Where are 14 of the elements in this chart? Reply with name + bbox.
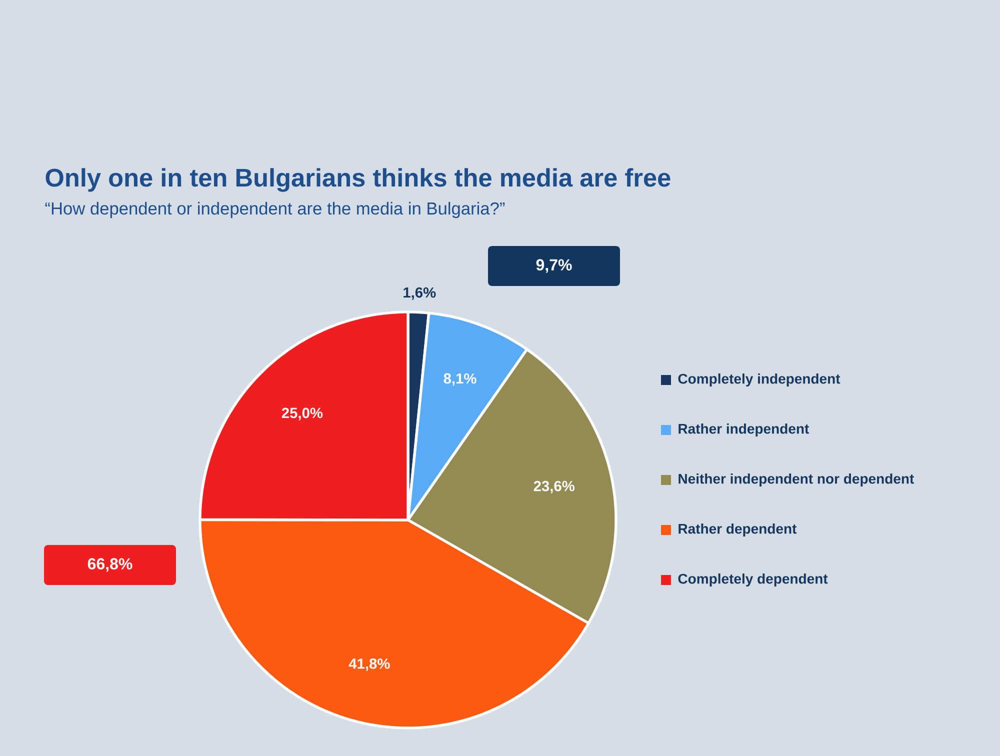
data-label: 23,6% bbox=[534, 480, 575, 494]
text: 66,8% bbox=[88, 558, 132, 572]
chart-subtitle: “How dependent or independent are the media in Bulgaria?” bbox=[45, 202, 505, 218]
legend-label: Rather dependent bbox=[678, 523, 797, 537]
data-label: 41,8% bbox=[348, 658, 390, 671]
data-label: 25,0% bbox=[282, 408, 323, 420]
legend-label: Completely dependent bbox=[678, 573, 828, 587]
text: 9,7% bbox=[536, 259, 572, 273]
chart-title: Only one in ten Bulgarians thinks the media are free bbox=[46, 168, 670, 192]
data-label: 1,6% bbox=[404, 287, 436, 300]
legend-label: Completely independent bbox=[678, 373, 840, 387]
legend-label: Rather independent bbox=[678, 423, 809, 437]
legend-label: Neither independent nor dependent bbox=[678, 473, 914, 487]
data-label: 8,1% bbox=[444, 373, 476, 386]
